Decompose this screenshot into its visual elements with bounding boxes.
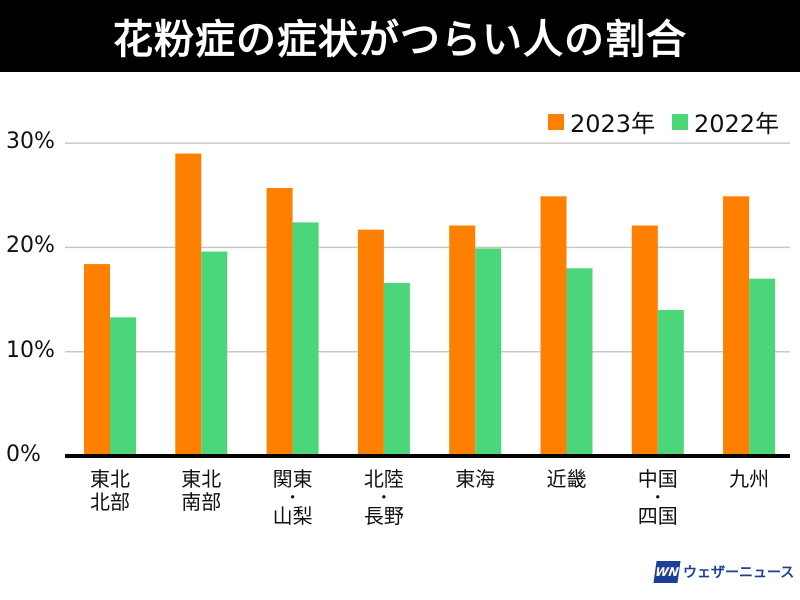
x-tick-label-line: 関東 [272, 467, 313, 491]
bar-2022年 [475, 248, 502, 456]
legend-label: 2022年 [694, 110, 780, 138]
y-tick-label: 30% [6, 129, 55, 155]
x-tick-label: 九州 [709, 468, 789, 491]
x-tick-label-line: 近畿 [546, 467, 587, 491]
bar-2022年 [110, 317, 136, 456]
legend-item: 2023年 [548, 104, 655, 139]
x-tick-label-line: 東海 [455, 467, 496, 491]
x-tick-label-line: 東北 [181, 467, 222, 491]
bar-2022年 [201, 251, 228, 456]
logo-text: ウェザーニュース [683, 565, 795, 581]
legend-swatch [672, 113, 688, 130]
x-tick-label-line: 北陸 [363, 467, 404, 491]
chart-title: 花粉症の症状がつらい人の割合 [0, 0, 800, 72]
x-tick-label-line: 北部 [90, 490, 130, 514]
x-tick-label: 近畿 [527, 468, 607, 491]
bar-2023年 [631, 225, 658, 456]
bar-2022年 [749, 278, 776, 456]
bar-2022年 [383, 282, 410, 456]
x-tick-label-line: 南部 [181, 490, 222, 514]
x-tick-label-line: 中国 [637, 467, 678, 491]
bar-2022年 [292, 222, 319, 456]
x-tick-label-line: 東北 [90, 467, 130, 491]
x-tick-label: 東海 [435, 468, 515, 491]
bar-2023年 [357, 229, 384, 456]
x-tick-label-line: 四国 [637, 504, 678, 528]
y-tick-label: 0% [6, 442, 41, 467]
legend-label: 2023年 [570, 110, 656, 138]
logo-mark: WN [653, 561, 681, 583]
y-tick-label: 10% [6, 337, 55, 363]
bar-2023年 [266, 187, 293, 456]
x-tick-label-line: ・ [375, 488, 392, 507]
x-tick-label: 東北 北部 [70, 468, 150, 514]
x-tick-label-line: 長野 [363, 504, 404, 528]
x-tick-label: 東北 南部 [161, 468, 241, 514]
bar-2023年 [84, 264, 110, 456]
bar-2023年 [723, 196, 750, 456]
x-tick-label-line: ・ [284, 488, 301, 507]
weathernews-logo: WN ウェザーニュース [653, 561, 795, 583]
x-tick-label: 中国・四国 [618, 468, 698, 528]
legend-swatch [548, 113, 564, 130]
y-tick-label: 20% [6, 233, 55, 259]
bar-2023年 [540, 196, 567, 456]
x-tick-label-line: 山梨 [272, 504, 313, 528]
bar-2023年 [175, 153, 202, 456]
x-tick-label-line: 九州 [729, 467, 770, 491]
x-tick-label: 北陸・長野 [344, 468, 424, 528]
legend-item: 2022年 [672, 104, 779, 139]
bar-2022年 [566, 268, 593, 456]
x-tick-label: 関東・山梨 [253, 468, 333, 528]
x-tick-label-line: ・ [649, 488, 666, 507]
bar-2022年 [657, 309, 684, 456]
bar-2023年 [449, 225, 476, 456]
